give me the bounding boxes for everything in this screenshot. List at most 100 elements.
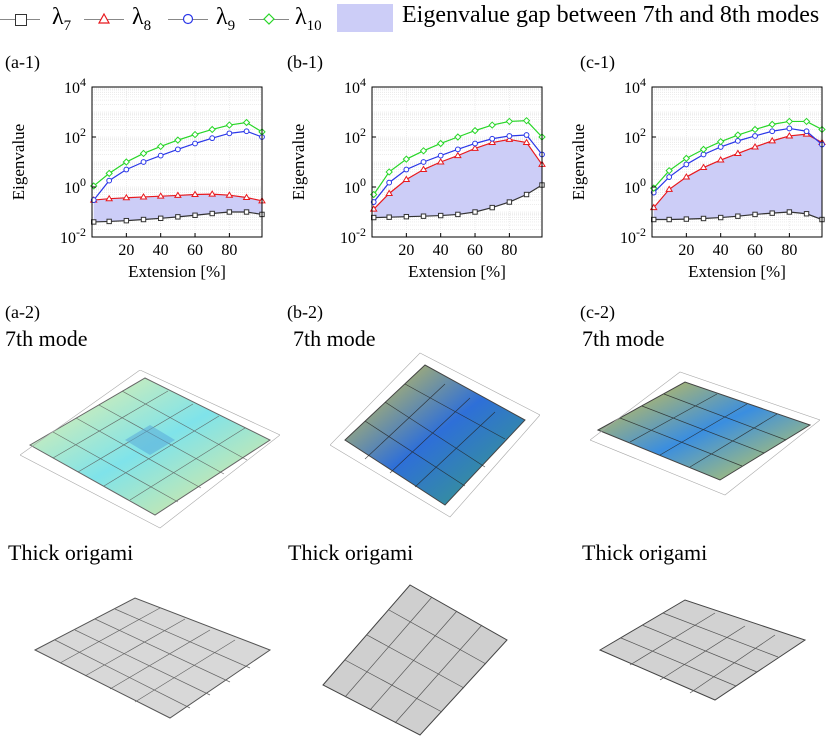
x-tick-label: 20 [118, 242, 134, 259]
data-point [243, 209, 250, 215]
data-point [192, 212, 198, 218]
y-axis-label: Eigenvalue [289, 124, 308, 200]
legend-item-lambda10: λ10 [249, 4, 339, 34]
data-point [106, 218, 112, 225]
data-point [123, 217, 130, 224]
data-point [402, 175, 411, 182]
data-point [139, 192, 148, 200]
data-point [209, 135, 216, 142]
x-tick-label: 20 [678, 242, 694, 259]
data-point [716, 156, 725, 163]
data-point [488, 121, 496, 129]
plot-frame [371, 86, 543, 238]
data-point [505, 117, 514, 126]
data-point [420, 213, 427, 219]
data-point [192, 140, 198, 147]
data-point [699, 145, 708, 154]
data-point [523, 191, 530, 198]
data-point [122, 193, 131, 201]
mode-shape-a-image [20, 370, 280, 529]
data-point [140, 216, 147, 223]
panel-b1-label: (b-1) [287, 52, 323, 72]
mode-shape-c-image [590, 371, 820, 496]
x-tick-label: 40 [153, 242, 169, 259]
data-point [472, 209, 478, 215]
legend-symbol: λ [132, 4, 144, 30]
data-point [505, 135, 514, 142]
gap-area [373, 139, 542, 218]
data-point [122, 158, 131, 166]
x-tick-label: 40 [433, 242, 449, 259]
data-point [226, 209, 233, 215]
y-tick-label: 104 [64, 75, 86, 97]
data-point [156, 192, 165, 199]
data-point [420, 159, 427, 165]
x-tick-label: 80 [501, 242, 517, 259]
data-point [785, 117, 794, 126]
data-point [506, 133, 513, 139]
gap-swatch [337, 4, 393, 32]
data-point [768, 136, 777, 144]
data-point [751, 125, 759, 134]
y-tick-label: 104 [624, 75, 646, 97]
legend-symbol: λ [295, 4, 307, 30]
data-point [682, 154, 691, 163]
data-point [665, 185, 674, 192]
legend-subscript: 7 [63, 17, 72, 34]
data-point [419, 165, 428, 173]
data-point [752, 133, 758, 139]
data-point [523, 132, 530, 138]
data-point [769, 210, 775, 216]
data-point [175, 214, 181, 220]
data-point [666, 174, 673, 180]
data-point [242, 118, 251, 127]
legend-subscript: 8 [143, 17, 152, 34]
data-point [225, 121, 234, 129]
panel-a1-label: (a-1) [5, 52, 40, 72]
data-point [455, 211, 461, 218]
legend-item-lambda9: λ9 [168, 4, 248, 34]
data-point [385, 189, 394, 196]
thick-title-c: Thick origami [582, 540, 708, 565]
data-point [752, 211, 758, 218]
data-point [471, 144, 479, 151]
data-point [769, 128, 776, 135]
data-point [786, 125, 793, 132]
thick-origami-c-image [598, 599, 807, 701]
panel-b2-label: (b-2) [287, 302, 323, 322]
data-point [735, 213, 741, 219]
data-point [682, 173, 691, 180]
data-point [105, 169, 113, 178]
data-point [419, 147, 428, 155]
data-point [174, 146, 181, 153]
data-point [208, 190, 217, 197]
data-point [802, 117, 811, 126]
data-point [242, 193, 251, 201]
panel-c1-label: (c-1) [580, 52, 615, 72]
circle-marker-icon [182, 13, 194, 25]
square-marker-icon [15, 14, 27, 26]
x-axis-label: Extension [%] [688, 262, 786, 281]
panel-c2-label: (c-2) [580, 302, 615, 322]
data-point [786, 209, 793, 215]
data-point [437, 212, 444, 219]
thick-title-a: Thick origami [8, 540, 134, 565]
mode-title-b: 7th mode [293, 326, 376, 351]
chart-a1: 20 40 60 80 10-2 100 102 104 Extension [%] Eigenv… [9, 75, 266, 281]
thick-origami-b-image [322, 584, 508, 736]
data-point [751, 142, 759, 150]
data-point [123, 166, 130, 173]
data-point [785, 131, 794, 139]
x-tick-label: 20 [398, 242, 414, 259]
y-tick-label: 102 [624, 125, 646, 147]
data-point [716, 137, 725, 146]
data-point [157, 215, 164, 221]
gap-area [93, 194, 263, 222]
x-tick-label: 60 [187, 242, 203, 259]
data-point [734, 137, 741, 144]
data-point [90, 197, 97, 203]
data-point [522, 116, 531, 125]
data-point [173, 191, 182, 198]
data-point [208, 125, 216, 134]
legend-subscript: 10 [306, 17, 322, 34]
